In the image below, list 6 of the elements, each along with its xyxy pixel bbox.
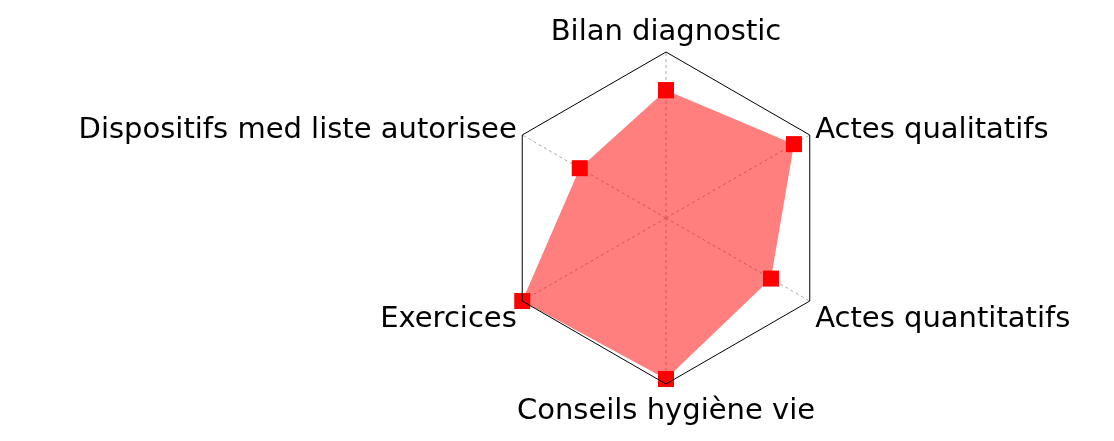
- spoke-label: Conseils hygiène vie: [516, 392, 816, 427]
- spoke-label: Bilan diagnostic: [550, 12, 782, 47]
- spoke-label: Actes quantitatifs: [815, 300, 1071, 335]
- spoke-label: Exercices: [380, 300, 517, 335]
- spoke-label: Dispositifs med liste autorisee: [78, 110, 517, 145]
- spoke-label: Actes qualitatifs: [815, 110, 1049, 145]
